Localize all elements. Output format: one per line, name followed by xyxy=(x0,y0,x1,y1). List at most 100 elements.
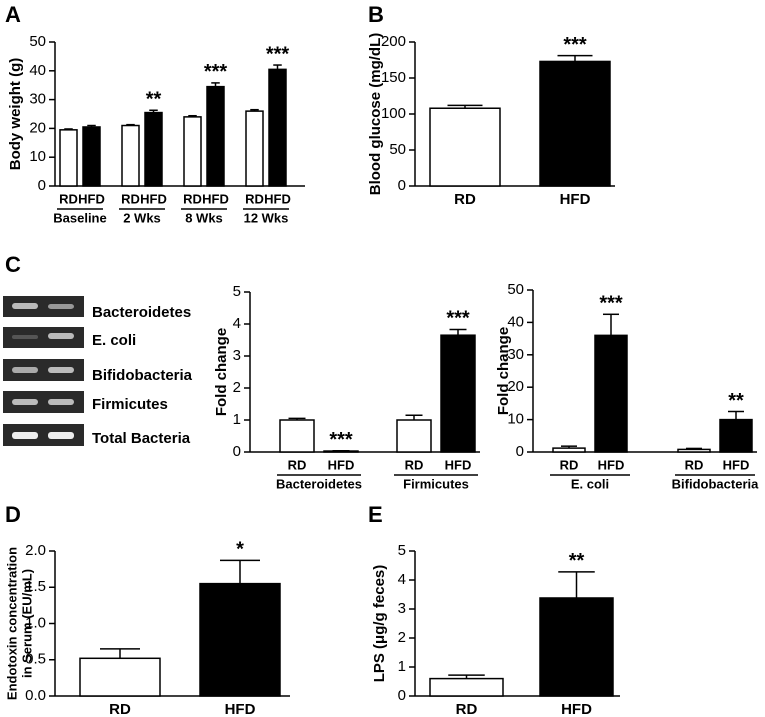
y-tick-label: 0 xyxy=(38,177,46,194)
y-tick-label: 3 xyxy=(398,600,406,617)
bar xyxy=(539,60,611,187)
y-tick-label: 10 xyxy=(507,411,524,428)
y-axis-label: Fold change xyxy=(495,327,512,415)
bar xyxy=(206,85,225,187)
bar xyxy=(429,677,504,697)
series-label: HFD xyxy=(78,191,105,206)
y-tick-label: 40 xyxy=(507,313,524,330)
x-tick-label: 2 Wks xyxy=(123,210,161,225)
y-tick-label: 1.5 xyxy=(25,578,46,595)
gel-image xyxy=(3,296,84,446)
bar xyxy=(594,334,628,453)
y-tick-label: 0 xyxy=(398,687,406,704)
y-tick-label: 2 xyxy=(233,379,241,396)
y-axis-label: LPS (μg/g feces) xyxy=(371,565,388,683)
significance: * xyxy=(236,539,244,561)
series-label: RD xyxy=(245,191,264,206)
y-tick-label: 0 xyxy=(398,177,406,194)
y-tick-label: 5 xyxy=(398,542,406,559)
y-tick-label: 1.0 xyxy=(25,614,46,631)
y-tick-label: 0 xyxy=(516,443,524,460)
y-tick-label: 20 xyxy=(507,378,524,395)
significance: *** xyxy=(446,308,470,330)
bar xyxy=(719,418,753,453)
y-tick-label: 4 xyxy=(398,571,406,588)
y-axis-label: Endotoxin concentration xyxy=(4,547,19,700)
series-label: HFD xyxy=(328,457,355,472)
y-tick-label: 0 xyxy=(233,443,241,460)
x-tick-label: Firmicutes xyxy=(403,476,469,491)
y-axis-label: Body weight (g) xyxy=(7,58,24,171)
y-tick-label: 50 xyxy=(29,33,46,50)
bar xyxy=(79,657,161,697)
y-tick-label: 30 xyxy=(507,346,524,363)
x-tick-label: RD xyxy=(109,701,131,717)
series-label: RD xyxy=(405,457,424,472)
y-tick-label: 1 xyxy=(398,658,406,675)
y-tick-label: 0.5 xyxy=(25,651,46,668)
significance: *** xyxy=(599,293,623,315)
series-label: HFD xyxy=(598,457,625,472)
panel-letter: B xyxy=(368,2,384,27)
y-tick-label: 150 xyxy=(381,69,406,86)
bar xyxy=(268,68,287,187)
y-tick-label: 0.0 xyxy=(25,687,46,704)
bar xyxy=(144,111,163,187)
x-tick-label: E. coli xyxy=(571,476,609,491)
y-axis-label: in Serum (EU/mL) xyxy=(19,569,34,678)
y-tick-label: 3 xyxy=(233,347,241,364)
series-label: RD xyxy=(59,191,78,206)
bar xyxy=(59,129,78,187)
bar xyxy=(396,419,432,453)
y-tick-label: 200 xyxy=(381,33,406,50)
x-tick-label: 12 Wks xyxy=(244,210,289,225)
bar xyxy=(429,107,501,187)
y-tick-label: 2 xyxy=(398,629,406,646)
x-tick-label: Baseline xyxy=(53,210,106,225)
gel-label: Bacteroidetes xyxy=(92,304,191,321)
bar xyxy=(199,582,281,697)
y-tick-label: 5 xyxy=(233,283,241,300)
x-tick-label: RD xyxy=(456,701,478,717)
panel-letter: A xyxy=(5,2,21,27)
panel-letter: C xyxy=(5,252,21,277)
significance: ** xyxy=(728,390,744,412)
y-tick-label: 2.0 xyxy=(25,542,46,559)
y-tick-label: 10 xyxy=(29,148,46,165)
significance: *** xyxy=(204,61,228,83)
bar xyxy=(279,419,315,453)
x-tick-label: Bifidobacteria xyxy=(672,476,759,491)
bar xyxy=(677,448,711,453)
series-label: HFD xyxy=(264,191,291,206)
y-tick-label: 4 xyxy=(233,315,241,332)
bar xyxy=(539,597,614,697)
series-label: RD xyxy=(560,457,579,472)
y-tick-label: 50 xyxy=(507,281,524,298)
y-axis-label: Blood glucose (mg/dL) xyxy=(367,33,384,196)
series-label: HFD xyxy=(202,191,229,206)
panel-letter: E xyxy=(368,502,383,527)
significance: ** xyxy=(569,550,585,572)
bar xyxy=(323,450,359,453)
bar xyxy=(121,124,140,187)
y-tick-label: 50 xyxy=(389,141,406,158)
x-tick-label: RD xyxy=(454,191,476,208)
series-label: RD xyxy=(121,191,140,206)
bar xyxy=(82,126,101,187)
gel-label: Firmicutes xyxy=(92,396,168,413)
bar xyxy=(183,116,202,187)
y-tick-label: 1 xyxy=(233,411,241,428)
bar xyxy=(440,334,476,453)
panel-letter: D xyxy=(5,502,21,527)
x-tick-label: HFD xyxy=(561,701,592,717)
series-label: HFD xyxy=(723,457,750,472)
series-label: HFD xyxy=(140,191,167,206)
gel-label: Bifidobacteria xyxy=(92,367,193,384)
significance: *** xyxy=(266,43,290,65)
gel-label: Total Bacteria xyxy=(92,430,191,447)
significance: *** xyxy=(563,34,587,56)
series-label: RD xyxy=(183,191,202,206)
series-label: HFD xyxy=(445,457,472,472)
y-axis-label: Fold change xyxy=(213,328,230,416)
